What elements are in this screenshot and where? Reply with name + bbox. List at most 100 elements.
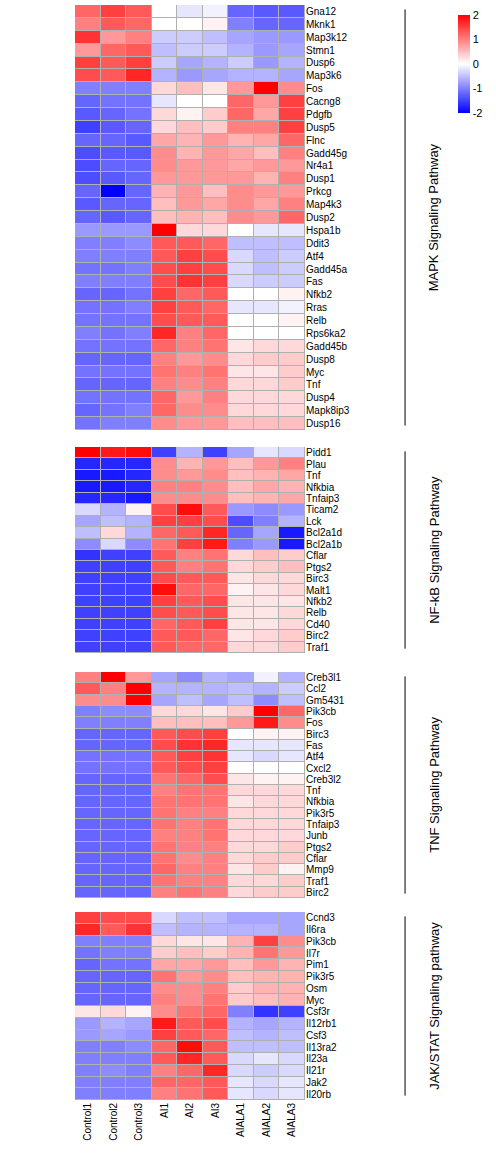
svg-text:Nr4a1: Nr4a1: [306, 160, 334, 171]
svg-text:Dusp2: Dusp2: [306, 212, 335, 223]
svg-text:Il23a: Il23a: [306, 1053, 328, 1064]
svg-text:Myc: Myc: [306, 995, 324, 1006]
svg-text:Gm5431: Gm5431: [306, 695, 345, 706]
svg-text:Osm: Osm: [306, 983, 327, 994]
svg-text:Mapk8ip3: Mapk8ip3: [306, 405, 350, 416]
svg-text:Rras: Rras: [306, 302, 327, 313]
svg-text:Il20rb: Il20rb: [306, 1089, 331, 1100]
svg-text:-2: -2: [473, 107, 483, 119]
svg-text:Atf4: Atf4: [306, 251, 324, 262]
svg-text:Gadd45a: Gadd45a: [306, 264, 348, 275]
svg-text:Tnf: Tnf: [306, 470, 321, 481]
svg-text:Cflar: Cflar: [306, 853, 328, 864]
svg-text:Ptgs2: Ptgs2: [306, 842, 332, 853]
svg-text:Control1: Control1: [82, 1103, 93, 1141]
svg-text:Dusp4: Dusp4: [306, 392, 335, 403]
svg-text:Csf3r: Csf3r: [306, 1006, 331, 1017]
svg-text:Ddit3: Ddit3: [306, 238, 330, 249]
svg-text:Stmn1: Stmn1: [306, 45, 335, 56]
svg-text:Dusp16: Dusp16: [306, 418, 341, 429]
svg-text:Control2: Control2: [108, 1103, 119, 1141]
svg-text:Birc3: Birc3: [306, 573, 329, 584]
svg-text:Tnf: Tnf: [306, 785, 321, 796]
svg-text:Dusp5: Dusp5: [306, 122, 335, 133]
svg-text:Creb3l2: Creb3l2: [306, 774, 341, 785]
svg-text:Mmp9: Mmp9: [306, 864, 334, 875]
svg-text:Cflar: Cflar: [306, 550, 328, 561]
svg-text:Birc3: Birc3: [306, 729, 329, 740]
svg-text:Gadd45b: Gadd45b: [306, 341, 348, 352]
svg-text:0: 0: [473, 58, 479, 70]
svg-text:Relb: Relb: [306, 315, 327, 326]
svg-text:AIALA3: AIALA3: [286, 1103, 297, 1137]
svg-text:Ticam2: Ticam2: [306, 504, 339, 515]
svg-text:Prkcg: Prkcg: [306, 186, 332, 197]
svg-text:Mknk1: Mknk1: [306, 19, 336, 30]
svg-text:JAK/STAT Signaling pathway: JAK/STAT Signaling pathway: [427, 922, 442, 1090]
svg-text:Ptgs2: Ptgs2: [306, 562, 332, 573]
svg-text:Map3k6: Map3k6: [306, 70, 342, 81]
svg-text:Fas: Fas: [306, 276, 323, 287]
svg-text:Pik3cb: Pik3cb: [306, 706, 336, 717]
svg-text:Fos: Fos: [306, 83, 323, 94]
svg-text:AI3: AI3: [210, 1103, 221, 1118]
svg-text:Il13ra2: Il13ra2: [306, 1042, 337, 1053]
svg-text:Flnc: Flnc: [306, 135, 325, 146]
svg-text:Tnfaip3: Tnfaip3: [306, 819, 340, 830]
svg-text:Ccnd3: Ccnd3: [306, 912, 335, 923]
svg-text:Jak2: Jak2: [306, 1077, 328, 1088]
svg-text:Nfkb2: Nfkb2: [306, 596, 333, 607]
svg-text:Birc2: Birc2: [306, 887, 329, 898]
svg-text:Atf4: Atf4: [306, 751, 324, 762]
svg-text:Il6ra: Il6ra: [306, 924, 326, 935]
svg-text:Dusp8: Dusp8: [306, 354, 335, 365]
svg-text:Nfkbia: Nfkbia: [306, 796, 335, 807]
svg-text:Lck: Lck: [306, 516, 323, 527]
svg-text:-1: -1: [473, 82, 483, 94]
svg-text:Hspa1b: Hspa1b: [306, 225, 341, 236]
svg-text:AI2: AI2: [184, 1103, 195, 1118]
svg-text:Pidd1: Pidd1: [306, 447, 332, 458]
svg-text:Map4k3: Map4k3: [306, 199, 342, 210]
svg-text:Pim1: Pim1: [306, 959, 329, 970]
svg-text:Bcl2a1d: Bcl2a1d: [306, 527, 342, 538]
svg-text:Traf1: Traf1: [306, 876, 329, 887]
svg-text:Plau: Plau: [306, 459, 326, 470]
svg-text:Pik3r5: Pik3r5: [306, 971, 335, 982]
svg-text:Fas: Fas: [306, 740, 323, 751]
svg-text:Il21r: Il21r: [306, 1065, 326, 1076]
svg-text:Gadd45g: Gadd45g: [306, 148, 347, 159]
svg-text:Dusp1: Dusp1: [306, 173, 335, 184]
svg-text:MAPK Signaling Pathway: MAPK Signaling Pathway: [426, 143, 441, 291]
svg-text:1: 1: [473, 33, 479, 45]
svg-text:Malt1: Malt1: [306, 585, 331, 596]
svg-text:Pik3cb: Pik3cb: [306, 936, 336, 947]
svg-text:NF-kB Signaling Pathway: NF-kB Signaling Pathway: [427, 476, 442, 624]
svg-text:Ccl2: Ccl2: [306, 683, 326, 694]
svg-text:Fos: Fos: [306, 717, 323, 728]
svg-text:Pdgfb: Pdgfb: [306, 109, 333, 120]
svg-text:Dusp6: Dusp6: [306, 57, 335, 68]
svg-text:AIALA1: AIALA1: [235, 1103, 246, 1137]
svg-text:Rps6ka2: Rps6ka2: [306, 328, 346, 339]
svg-text:AI1: AI1: [159, 1103, 170, 1118]
svg-text:Gna12: Gna12: [306, 6, 336, 17]
svg-text:AIALA2: AIALA2: [261, 1103, 272, 1137]
svg-text:2: 2: [473, 9, 479, 21]
svg-text:Junb: Junb: [306, 830, 328, 841]
svg-text:Il7r: Il7r: [306, 948, 321, 959]
svg-text:Tnf: Tnf: [306, 379, 321, 390]
svg-text:Myc: Myc: [306, 367, 324, 378]
svg-text:Relb: Relb: [306, 607, 327, 618]
svg-text:Csf3: Csf3: [306, 1030, 327, 1041]
svg-text:Birc2: Birc2: [306, 630, 329, 641]
svg-text:Traf1: Traf1: [306, 642, 329, 653]
svg-text:Cacng8: Cacng8: [306, 96, 341, 107]
svg-text:Cd40: Cd40: [306, 619, 330, 630]
svg-text:Nfkbia: Nfkbia: [306, 482, 335, 493]
svg-text:Bcl2a1b: Bcl2a1b: [306, 539, 343, 550]
svg-text:Control3: Control3: [133, 1103, 144, 1141]
svg-text:Creb3l1: Creb3l1: [306, 672, 341, 683]
svg-text:Pik3r5: Pik3r5: [306, 808, 335, 819]
svg-text:Nfkb2: Nfkb2: [306, 289, 333, 300]
